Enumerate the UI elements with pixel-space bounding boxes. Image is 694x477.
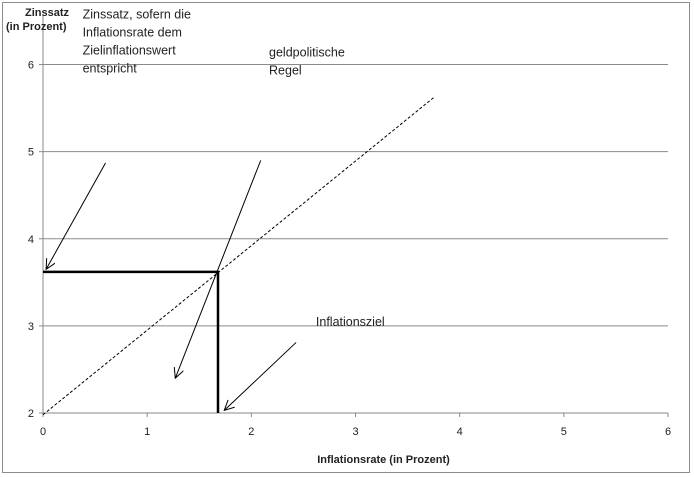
y-tick-labels: 2 3 4 5 6 (28, 60, 34, 420)
x-tick-label-2: 2 (248, 426, 254, 438)
annotation-target-rate-line-3: entspricht (83, 61, 138, 75)
x-tick-labels: 0 1 2 3 4 5 6 (40, 426, 671, 438)
axes (39, 15, 669, 417)
annotation-inflation-target-arrow (224, 342, 297, 410)
annotation-layer: Zinssatz, sofern die Inflationsrate dem Zi… (46, 7, 385, 410)
y-tick-label-4: 4 (28, 234, 34, 246)
annotation-policy-rule-arrow (175, 160, 262, 378)
chart-frame: 2 3 4 5 6 0 1 2 3 4 5 6 Zinssatz, sofern die Inflat… (2, 2, 690, 473)
annotation-target-rate-line-1: Inflationsrate dem (83, 25, 182, 39)
y-axis-title: Zinssatz (in Prozent) (6, 7, 70, 33)
y-axis-title-line-0: Zinssatz (25, 7, 70, 19)
series-line-0 (42, 96, 435, 416)
y-tick-label-3: 3 (28, 321, 34, 333)
x-tick-label-1: 1 (144, 426, 150, 438)
reference-lines (43, 270, 220, 413)
y-tick-label-2: 2 (28, 408, 34, 420)
annotation-target-rate-line-2: Zielinflationswert (83, 43, 177, 57)
x-tick-label-5: 5 (561, 426, 567, 438)
annotation-policy-rule-line-1: Regel (269, 64, 302, 78)
series-layer (42, 96, 435, 416)
x-axis-title: Inflationsrate (in Prozent) (317, 454, 450, 466)
annotation-target-rate-arrow (46, 162, 106, 269)
x-tick-label-6: 6 (665, 426, 671, 438)
y-axis-title-line-1: (in Prozent) (6, 21, 67, 33)
annotation-inflation-target-line-0: Inflationsziel (316, 315, 385, 329)
chart: 2 3 4 5 6 0 1 2 3 4 5 6 Zinssatz, sofern die Inflat… (6, 7, 671, 466)
x-tick-label-3: 3 (352, 426, 358, 438)
annotation-target-rate-line-0: Zinssatz, sofern die (83, 7, 191, 21)
x-tick-label-0: 0 (40, 426, 46, 438)
x-tick-label-4: 4 (457, 426, 463, 438)
grid-lines (43, 64, 668, 327)
annotation-policy-rule-line-0: geldpolitische (269, 46, 345, 60)
y-tick-label-6: 6 (28, 60, 34, 72)
y-tick-label-5: 5 (28, 147, 34, 159)
